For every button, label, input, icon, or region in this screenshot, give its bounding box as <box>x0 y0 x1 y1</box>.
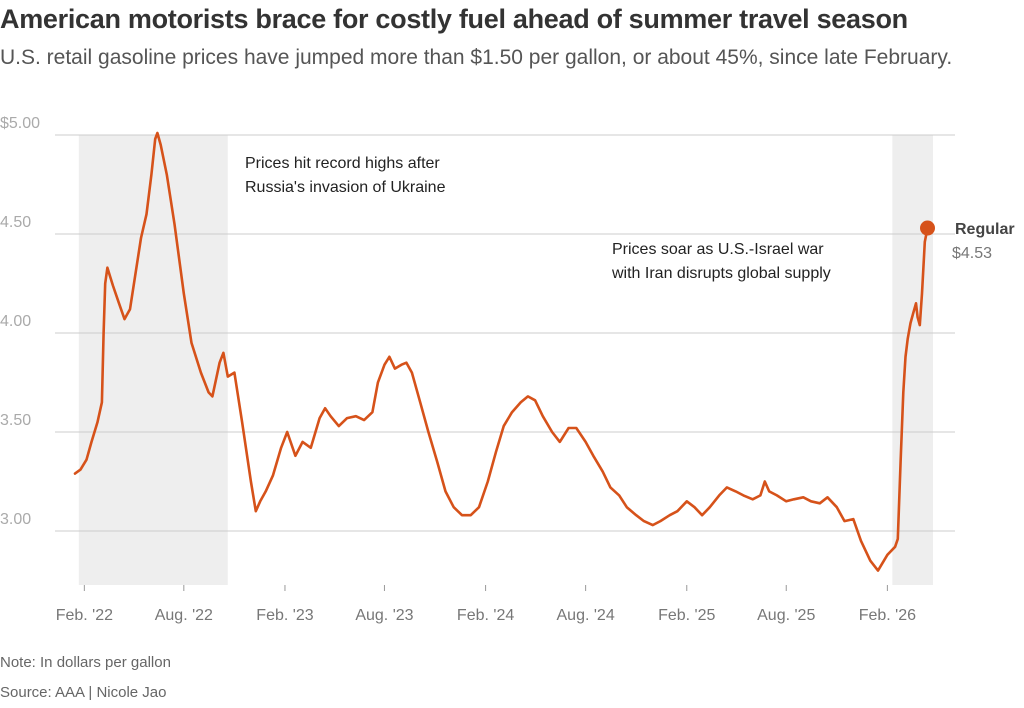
series-line-regular <box>73 131 929 572</box>
annotation-1-line: Russia's invasion of Ukraine <box>245 179 446 196</box>
y-axis-ticks: $5.00 4.50 4.00 3.50 3.00 <box>0 115 40 528</box>
x-tick-label: Aug. '23 <box>355 607 413 624</box>
shaded-period-1 <box>78 135 228 585</box>
y-tick-label: 4.50 <box>0 214 31 231</box>
x-tick-label: Aug. '24 <box>557 607 615 624</box>
series-layer: Regular $4.53 <box>73 131 1015 572</box>
x-tick-label: Feb. '22 <box>56 607 113 624</box>
gridlines <box>55 134 955 532</box>
chart-title: American motorists brace for costly fuel… <box>0 4 908 34</box>
series-end-point <box>920 220 936 236</box>
y-tick-label: 4.00 <box>0 313 31 330</box>
y-tick-label: 3.50 <box>0 412 31 429</box>
footnote: Note: In dollars per gallon <box>0 654 171 671</box>
annotation-2-line: Prices soar as U.S.-Israel war <box>612 241 824 258</box>
x-tick-label: Feb. '26 <box>859 607 916 624</box>
x-tick-label: Feb. '23 <box>256 607 313 624</box>
chart-subtitle: U.S. retail gasoline prices have jumped … <box>0 46 953 69</box>
series-end-value: $4.53 <box>952 245 992 262</box>
x-tick-label: Feb. '24 <box>457 607 514 624</box>
annotation-2-line: with Iran disrupts global supply <box>611 265 831 282</box>
source-line: Source: AAA | Nicole Jao <box>0 684 167 701</box>
shaded-periods <box>78 135 933 585</box>
x-tick-label: Aug. '25 <box>757 607 815 624</box>
annotation-1-line: Prices hit record highs after <box>245 155 440 172</box>
annotations: Prices hit record highs after Russia's in… <box>245 155 831 282</box>
x-tick-label: Aug. '22 <box>155 607 213 624</box>
x-tick-label: Feb. '25 <box>658 607 715 624</box>
x-axis-ticks: Feb. '22 Aug. '22 Feb. '23 Aug. '23 Feb. '24… <box>56 585 916 624</box>
y-tick-label: $5.00 <box>0 115 40 132</box>
series-label: Regular <box>955 221 1015 238</box>
y-tick-label: 3.00 <box>0 511 31 528</box>
